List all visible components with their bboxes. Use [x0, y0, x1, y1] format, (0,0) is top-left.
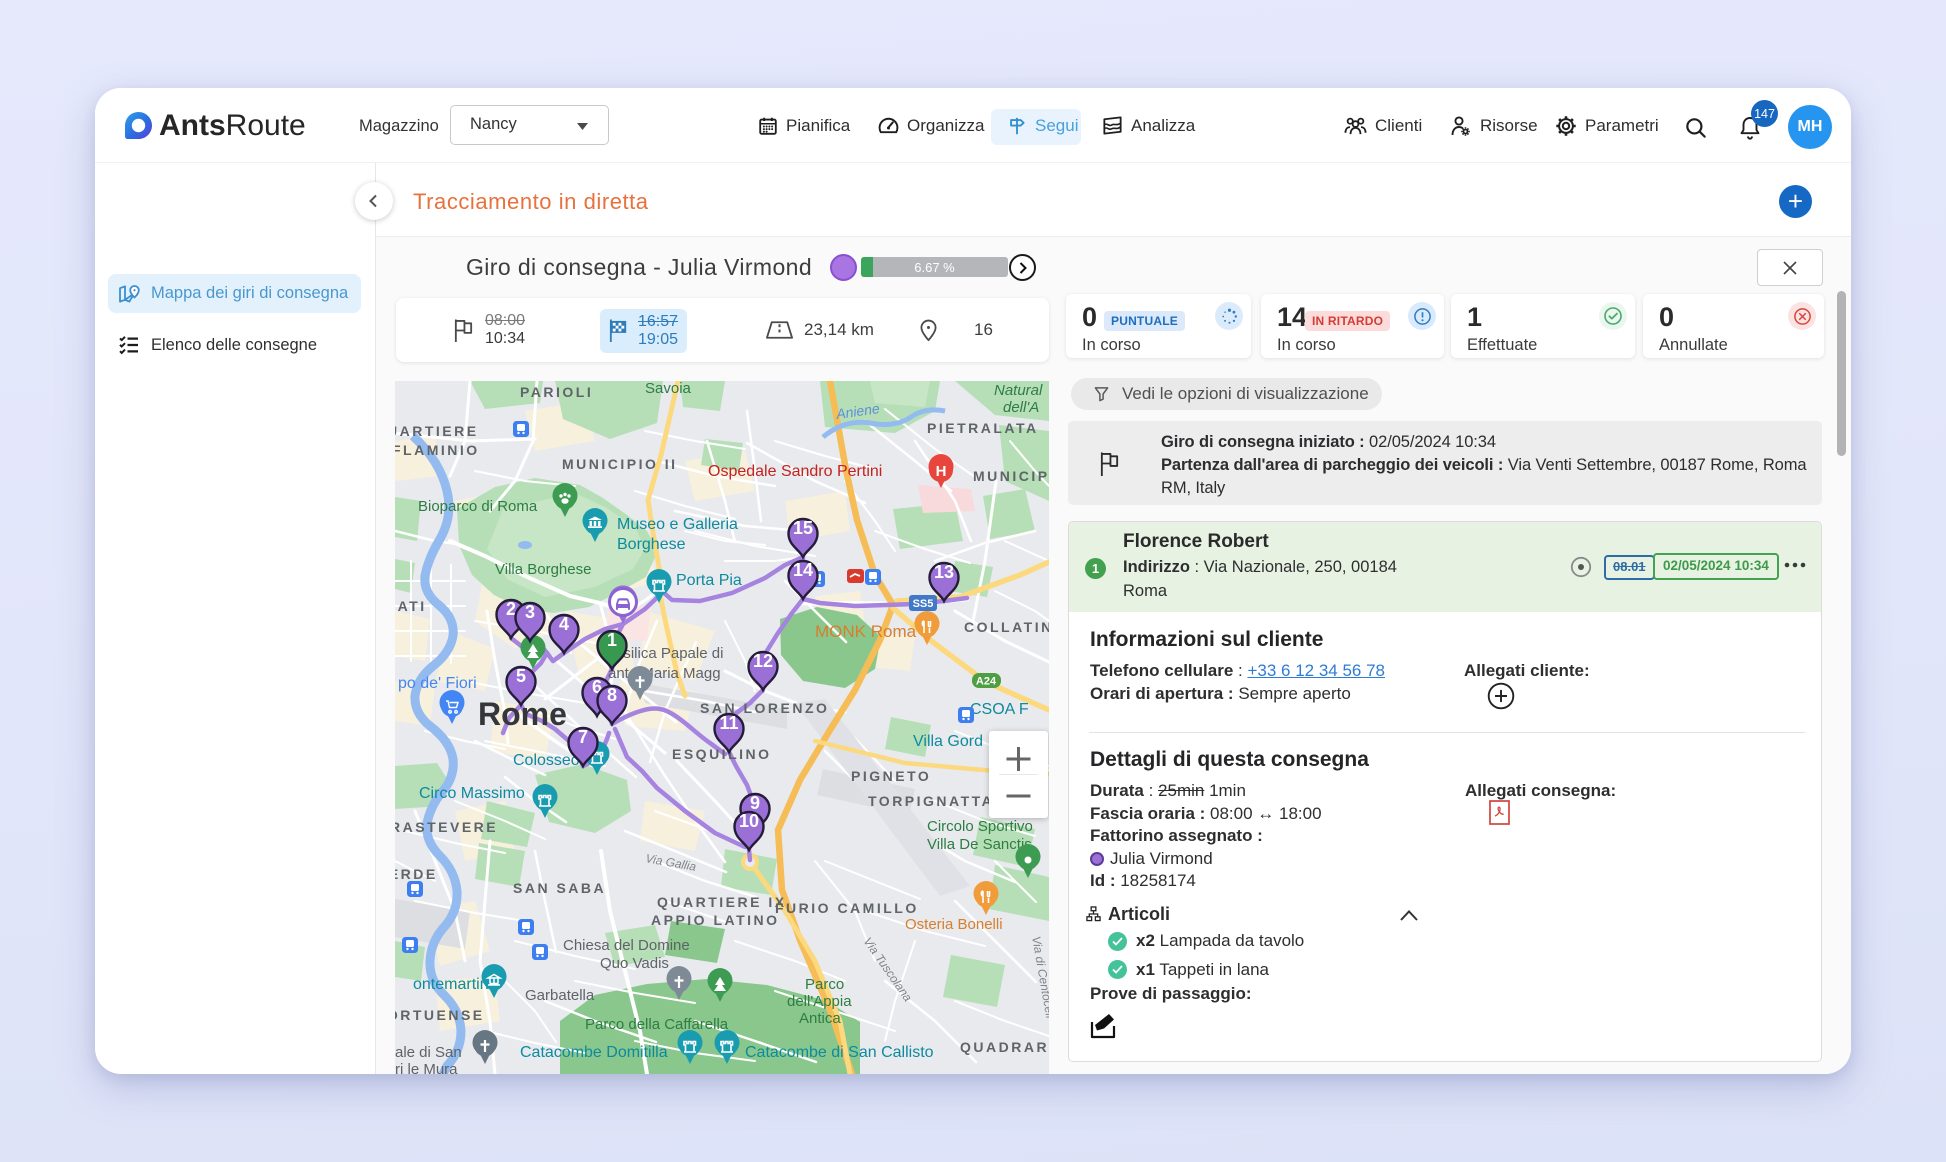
svg-text:10: 10: [739, 811, 759, 831]
svg-text:Circolo Sportivo: Circolo Sportivo: [927, 818, 1033, 835]
svg-text:13: 13: [934, 562, 954, 582]
svg-text:12: 12: [753, 651, 773, 671]
svg-text:po de' Fiori: po de' Fiori: [398, 675, 477, 692]
svg-text:QUADRARO: QUADRARO: [960, 1039, 1049, 1055]
svg-text:COLLATINO: COLLATINO: [964, 619, 1049, 635]
svg-text:ri le Mura: ri le Mura: [395, 1061, 458, 1074]
svg-text:dell'Appia: dell'Appia: [787, 993, 852, 1010]
svg-text:Quo Vadis: Quo Vadis: [600, 955, 669, 972]
svg-text:4: 4: [559, 614, 569, 634]
svg-text:Ospedale Sandro Pertini: Ospedale Sandro Pertini: [708, 463, 882, 480]
svg-text:Osteria Bonelli: Osteria Bonelli: [905, 916, 1003, 933]
svg-text:14: 14: [793, 560, 813, 580]
svg-text:Garbatella: Garbatella: [525, 987, 595, 1004]
svg-text:Colosseo: Colosseo: [513, 752, 580, 769]
svg-text:FLAMINIO: FLAMINIO: [395, 442, 480, 458]
svg-text:SAN LORENZO: SAN LORENZO: [700, 700, 829, 716]
svg-text:6: 6: [592, 677, 602, 697]
svg-text:PIGNETO: PIGNETO: [851, 768, 931, 784]
svg-text:9: 9: [750, 793, 760, 813]
svg-text:MUNICIP: MUNICIP: [973, 468, 1049, 484]
svg-text:RATI: RATI: [395, 598, 427, 614]
svg-text:Villa Gord: Villa Gord: [913, 733, 983, 750]
svg-text:Borghese: Borghese: [617, 536, 686, 553]
svg-text:MUNICIPIO II: MUNICIPIO II: [562, 456, 678, 472]
svg-text:Bioparco di Roma: Bioparco di Roma: [418, 498, 538, 515]
svg-text:Parco: Parco: [805, 976, 844, 993]
svg-text:Porta Pia: Porta Pia: [676, 572, 742, 589]
svg-text:Museo e Galleria: Museo e Galleria: [617, 516, 738, 533]
svg-text:PARIOLI: PARIOLI: [520, 384, 593, 400]
svg-text:Catacombe Domitilla: Catacombe Domitilla: [520, 1044, 668, 1061]
svg-text:FURIO CAMILLO: FURIO CAMILLO: [775, 900, 919, 916]
svg-text:Villa Borghese: Villa Borghese: [495, 561, 591, 578]
svg-text:MONK Roma: MONK Roma: [815, 622, 917, 641]
svg-text:11: 11: [719, 713, 738, 733]
svg-text:UARTIERE: UARTIERE: [395, 423, 479, 439]
svg-text:8: 8: [607, 685, 617, 705]
svg-text:ontemartini: ontemartini: [413, 976, 492, 993]
svg-text:H: H: [936, 463, 947, 480]
svg-text:5: 5: [516, 666, 526, 686]
svg-text:15: 15: [793, 518, 813, 538]
svg-text:1: 1: [607, 630, 617, 650]
svg-text:PORTUENSE: PORTUENSE: [395, 1007, 485, 1023]
svg-text:TORPIGNATTAR: TORPIGNATTAR: [868, 793, 1007, 809]
svg-text:VERDE: VERDE: [395, 866, 438, 882]
svg-text:SS5: SS5: [913, 598, 934, 610]
svg-text:A24: A24: [976, 676, 997, 688]
svg-text:anta Maria Magg: anta Maria Magg: [608, 665, 721, 682]
svg-text:Aniene: Aniene: [834, 400, 881, 422]
svg-text:PIETRALATA: PIETRALATA: [927, 420, 1039, 436]
svg-text:ale di San: ale di San: [395, 1044, 462, 1061]
svg-text:Antica: Antica: [799, 1010, 841, 1027]
svg-text:Parco della Caffarella: Parco della Caffarella: [585, 1016, 729, 1033]
svg-text:Savoia: Savoia: [645, 381, 692, 397]
svg-text:SAN SABA: SAN SABA: [513, 880, 606, 896]
svg-text:ESQUILINO: ESQUILINO: [672, 746, 772, 762]
svg-text:asilica Papale di: asilica Papale di: [615, 645, 723, 662]
svg-text:Chiesa del Domine: Chiesa del Domine: [563, 937, 690, 954]
svg-text:Villa De Sanctis: Villa De Sanctis: [927, 836, 1032, 853]
svg-text:QUARTIERE IX: QUARTIERE IX: [657, 894, 787, 910]
svg-text:dell'A: dell'A: [1003, 399, 1039, 416]
svg-text:TRASTEVERE: TRASTEVERE: [395, 819, 498, 835]
svg-text:CSOA F: CSOA F: [970, 701, 1029, 718]
svg-text:7: 7: [578, 727, 588, 747]
svg-text:Circo Massimo: Circo Massimo: [419, 785, 525, 802]
svg-text:APPIO LATINO: APPIO LATINO: [651, 912, 780, 928]
svg-text:2: 2: [506, 599, 516, 619]
svg-text:3: 3: [525, 602, 535, 622]
svg-text:Catacombe di San Callisto: Catacombe di San Callisto: [745, 1044, 934, 1061]
svg-text:Natural: Natural: [994, 382, 1043, 399]
